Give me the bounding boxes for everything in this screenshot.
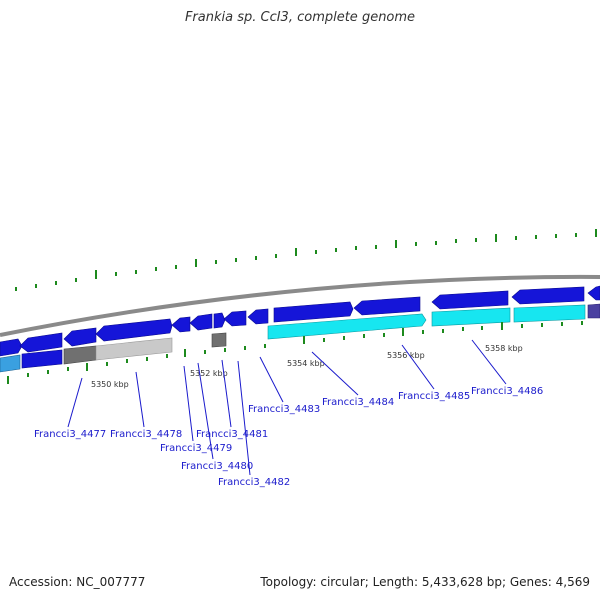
leader-line bbox=[401, 344, 435, 390]
leader-line bbox=[311, 351, 359, 396]
leader-line bbox=[471, 339, 507, 385]
cds-feature bbox=[431, 307, 511, 327]
leader-line bbox=[259, 356, 284, 403]
leader-line bbox=[237, 360, 251, 476]
scale-labels: 5350 kbp 5352 kbp 5354 kbp 5356 kbp 5358… bbox=[91, 344, 523, 389]
gene-label-francci3-4481[interactable]: Francci3_4481 bbox=[196, 429, 268, 440]
cds-feature bbox=[95, 337, 173, 361]
leader-line bbox=[197, 362, 214, 460]
genome-summary-text: Topology: circular; Length: 5,433,628 bp… bbox=[260, 575, 590, 589]
cds-feature bbox=[0, 338, 23, 357]
cds-feature bbox=[267, 313, 427, 340]
gene-label-francci3-4483[interactable]: Francci3_4483 bbox=[248, 404, 320, 415]
scale-label: 5354 kbp bbox=[287, 359, 325, 368]
cds-feature bbox=[511, 286, 585, 305]
gene-labels: Francci3_4477 Francci3_4478 Francci3_447… bbox=[34, 386, 543, 488]
cds-feature bbox=[587, 303, 600, 319]
gene-label-francci3-4477[interactable]: Francci3_4477 bbox=[34, 429, 106, 440]
scale-label: 5352 kbp bbox=[190, 369, 228, 378]
leader-line bbox=[183, 365, 194, 442]
accession-text: Accession: NC_007777 bbox=[9, 575, 146, 589]
cds-feature bbox=[171, 316, 191, 333]
cds-feature bbox=[587, 285, 600, 301]
gene-leader-lines bbox=[67, 339, 507, 476]
leader-line bbox=[221, 359, 232, 428]
scale-label: 5356 kbp bbox=[387, 351, 425, 360]
gene-label-francci3-4482[interactable]: Francci3_4482 bbox=[218, 477, 290, 488]
genome-backbone bbox=[0, 274, 600, 337]
gene-label-francci3-4485[interactable]: Francci3_4485 bbox=[398, 391, 470, 402]
cds-feature bbox=[273, 301, 354, 323]
cds-feature bbox=[431, 290, 509, 310]
cds-feature bbox=[211, 332, 227, 348]
gc-ticks bbox=[15, 229, 597, 291]
gene-label-francci3-4480[interactable]: Francci3_4480 bbox=[181, 461, 253, 472]
forward-strand-features bbox=[0, 285, 600, 357]
map-title: Frankia sp. CcI3, complete genome bbox=[184, 10, 416, 25]
gene-label-francci3-4478[interactable]: Francci3_4478 bbox=[110, 429, 182, 440]
cds-feature bbox=[247, 308, 269, 325]
gene-label-francci3-4484[interactable]: Francci3_4484 bbox=[322, 397, 394, 408]
cds-feature bbox=[513, 304, 586, 323]
scale-ticks bbox=[7, 321, 583, 384]
cds-feature bbox=[223, 310, 247, 327]
cds-feature bbox=[0, 354, 21, 373]
cds-feature bbox=[63, 327, 97, 347]
scale-label: 5358 kbp bbox=[485, 344, 523, 353]
cds-feature bbox=[189, 313, 213, 331]
scale-label: 5350 kbp bbox=[91, 380, 129, 389]
leader-line bbox=[67, 377, 83, 428]
cds-feature bbox=[19, 332, 63, 353]
gene-label-francci3-4479[interactable]: Francci3_4479 bbox=[160, 443, 232, 454]
cds-feature bbox=[63, 345, 97, 365]
reverse-strand-features bbox=[0, 303, 600, 373]
cds-feature bbox=[95, 318, 173, 342]
gene-label-francci3-4486[interactable]: Francci3_4486 bbox=[471, 386, 543, 397]
cds-feature bbox=[213, 312, 226, 329]
cds-feature bbox=[353, 296, 421, 316]
leader-line bbox=[135, 371, 145, 428]
cds-feature bbox=[21, 349, 63, 369]
